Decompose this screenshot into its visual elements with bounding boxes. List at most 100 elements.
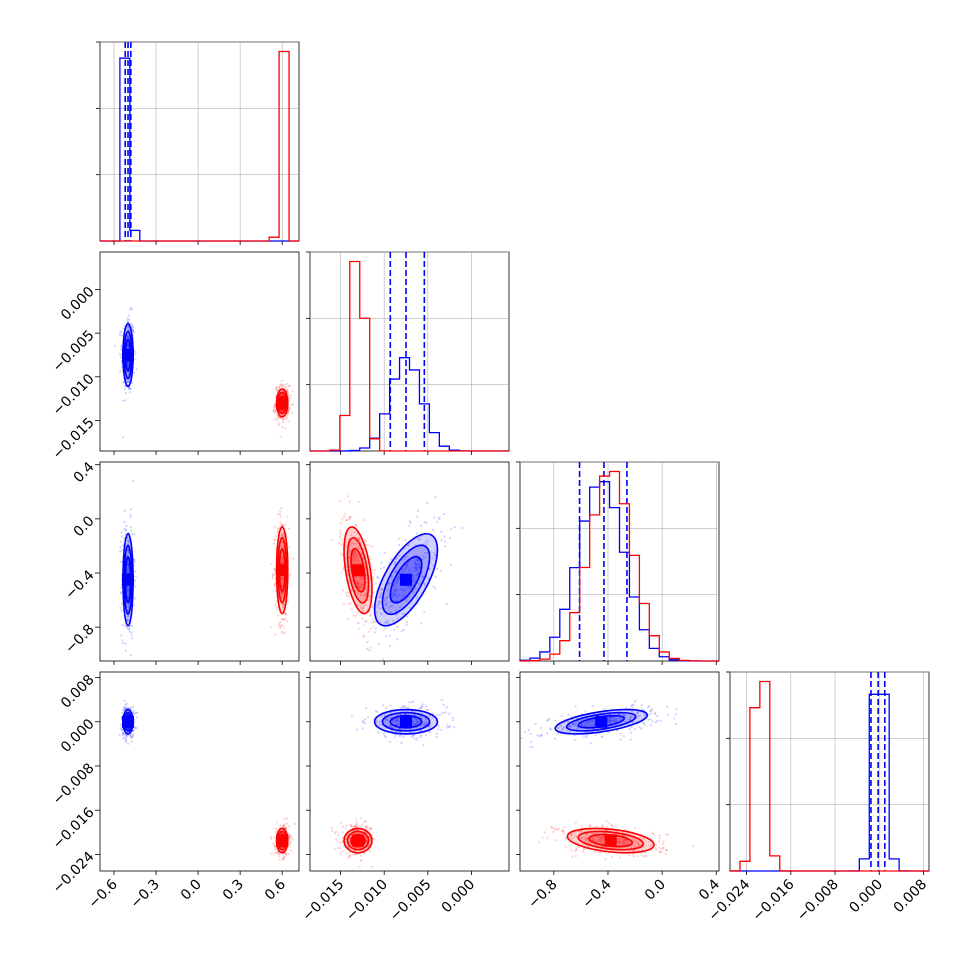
sample-point — [417, 571, 420, 574]
sample-point — [127, 707, 130, 710]
sample-point — [634, 700, 637, 703]
sample-point — [396, 596, 399, 599]
sample-point — [286, 515, 289, 518]
sample-point — [350, 516, 353, 519]
sample-point — [123, 705, 126, 709]
sample-point — [127, 563, 130, 566]
sample-point — [654, 843, 658, 846]
sample-point — [127, 548, 130, 551]
sample-point — [342, 515, 345, 519]
sample-point — [286, 391, 289, 394]
sample-point — [355, 555, 359, 558]
sample-point — [128, 627, 131, 631]
sample-point — [127, 570, 130, 573]
sample-point — [405, 623, 408, 626]
sample-point — [418, 729, 422, 733]
sample-point — [354, 524, 357, 527]
sample-point — [133, 585, 137, 588]
sample-point — [411, 720, 414, 723]
sample-point — [280, 524, 283, 527]
sample-point — [440, 699, 443, 702]
sample-point — [374, 606, 377, 609]
sample-point — [402, 589, 405, 592]
sample-point — [280, 544, 283, 547]
sample-point — [348, 565, 351, 568]
sample-point — [575, 720, 578, 723]
sample-point — [127, 541, 130, 544]
sample-point — [396, 589, 399, 592]
sample-point — [282, 606, 285, 609]
sample-point — [356, 604, 359, 607]
sample-point — [368, 827, 371, 830]
sample-point — [402, 613, 405, 616]
sample-point — [446, 723, 449, 726]
sample-point — [345, 852, 348, 855]
sample-point — [354, 539, 357, 542]
sample-point — [389, 726, 392, 729]
sample-point — [132, 371, 135, 374]
sample-point — [571, 723, 574, 726]
sample-point — [132, 330, 135, 334]
sample-point — [589, 719, 592, 722]
sample-point — [556, 828, 559, 832]
sample-point — [280, 562, 283, 565]
sample-point — [127, 588, 130, 591]
sample-point — [586, 720, 589, 723]
sample-point — [386, 719, 389, 722]
density-peak — [595, 715, 608, 728]
sample-point — [619, 718, 623, 721]
sample-point — [358, 538, 361, 542]
sample-point — [402, 594, 405, 597]
panel-hist-p0 — [96, 41, 300, 242]
sample-point — [360, 584, 363, 587]
sample-point — [352, 560, 355, 563]
sample-point — [400, 597, 403, 600]
sample-point — [607, 718, 610, 721]
sample-point — [345, 591, 348, 594]
sample-point — [629, 731, 633, 734]
sample-point — [350, 534, 353, 537]
sample-point — [273, 584, 276, 587]
sample-point — [280, 556, 283, 559]
sample-point — [273, 403, 276, 406]
panel-content — [520, 700, 695, 861]
sample-point — [387, 582, 390, 585]
sample-point — [394, 733, 398, 737]
sample-point — [602, 838, 605, 841]
sample-point — [124, 707, 128, 710]
sample-point — [397, 578, 400, 582]
panel-hist-p2 — [516, 461, 720, 662]
sample-point — [346, 540, 349, 543]
sample-point — [349, 844, 353, 847]
sample-point — [360, 823, 363, 826]
sample-point — [361, 617, 364, 620]
sample-point — [445, 602, 448, 606]
sample-point — [130, 737, 133, 740]
sample-point — [282, 603, 285, 606]
sample-point — [658, 837, 661, 840]
sample-point — [589, 742, 592, 745]
sample-point — [291, 390, 294, 393]
sample-point — [666, 713, 670, 716]
y-tick-label: −0.4 — [62, 567, 97, 602]
sample-point — [396, 719, 399, 722]
sample-point — [440, 728, 443, 731]
sample-point — [358, 538, 361, 541]
sample-point — [656, 715, 659, 718]
sample-point — [288, 833, 292, 837]
sample-point — [413, 579, 417, 583]
sample-point — [290, 411, 294, 414]
sample-point — [129, 515, 132, 519]
sample-point — [599, 839, 602, 842]
sample-point — [414, 587, 417, 590]
sample-point — [123, 736, 126, 739]
sample-point — [131, 325, 134, 328]
sample-point — [414, 567, 417, 570]
sample-point — [379, 600, 382, 604]
sample-point — [127, 328, 131, 332]
sample-point — [597, 838, 600, 841]
sample-point — [280, 593, 283, 596]
sample-point — [384, 599, 387, 602]
sample-point — [349, 823, 352, 826]
sample-point — [355, 542, 358, 545]
